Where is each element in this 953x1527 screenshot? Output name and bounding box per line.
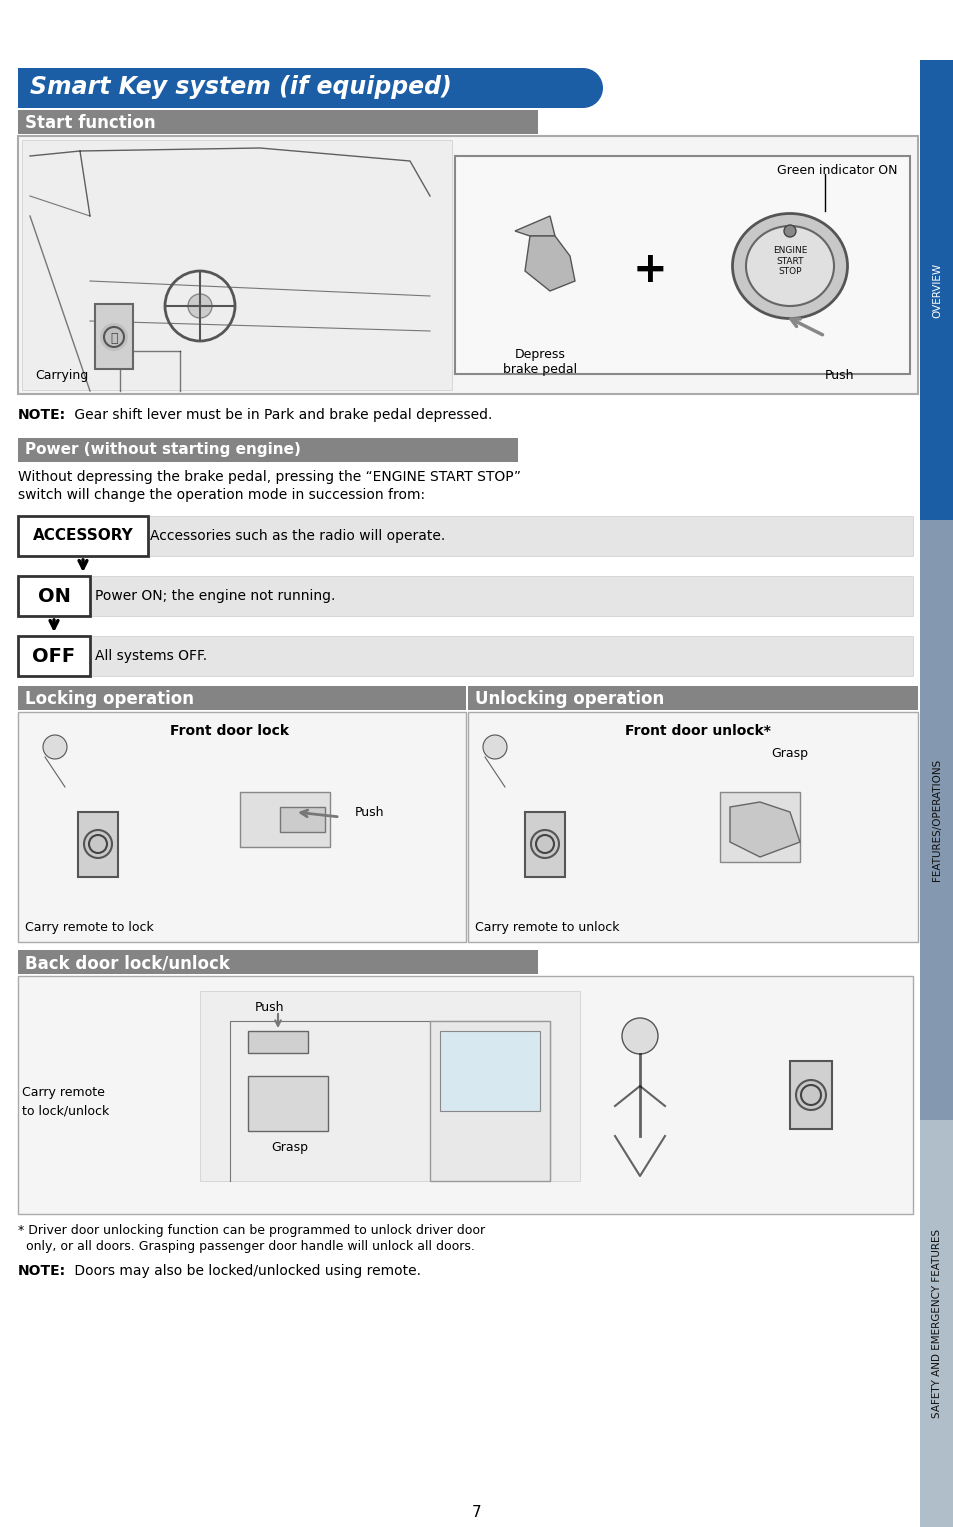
Circle shape	[531, 831, 558, 858]
Text: Green indicator ON: Green indicator ON	[777, 163, 897, 177]
Bar	[18, 976, 912, 1214]
Text: FEATURES/OPERATIONS: FEATURES/OPERATIONS	[931, 759, 941, 881]
Text: Doors may also be locked/unlocked using remote.: Doors may also be locked/unlocked using …	[70, 1264, 420, 1278]
Bar	[919, 521, 953, 1119]
Text: Back door lock/unlock: Back door lock/unlock	[25, 954, 230, 973]
Circle shape	[621, 1019, 658, 1054]
Text: Push: Push	[355, 806, 384, 818]
Bar	[455, 156, 909, 374]
Bar	[18, 637, 90, 676]
Text: Carry remote: Carry remote	[22, 1086, 105, 1099]
Text: Power (without starting engine): Power (without starting engine)	[25, 441, 300, 457]
Bar	[18, 516, 912, 556]
Text: * Driver door unlocking function can be programmed to unlock driver door: * Driver door unlocking function can be …	[18, 1225, 485, 1237]
Text: NOTE:: NOTE:	[18, 1264, 66, 1278]
Bar	[468, 686, 917, 710]
Text: Power ON; the engine not running.: Power ON; the engine not running.	[95, 589, 335, 603]
Circle shape	[482, 734, 506, 759]
Circle shape	[562, 69, 602, 108]
Ellipse shape	[732, 214, 846, 319]
Ellipse shape	[745, 226, 833, 305]
Text: Smart Key system (if equipped): Smart Key system (if equipped)	[30, 75, 452, 99]
Bar	[524, 812, 564, 876]
Bar	[18, 438, 517, 463]
Bar	[18, 110, 537, 134]
Text: Ⓣ: Ⓣ	[111, 333, 117, 345]
Circle shape	[795, 1080, 825, 1110]
Text: ACCESSORY: ACCESSORY	[32, 528, 133, 544]
Circle shape	[188, 295, 212, 318]
Text: Front door unlock*: Front door unlock*	[624, 724, 770, 738]
Text: Push: Push	[824, 370, 854, 382]
Text: Start function: Start function	[25, 115, 155, 131]
Text: OFF: OFF	[32, 646, 75, 666]
Bar	[95, 304, 132, 370]
Text: Carrying: Carrying	[35, 370, 89, 382]
Text: only, or all doors. Grasping passenger door handle will unlock all doors.: only, or all doors. Grasping passenger d…	[18, 1240, 475, 1254]
Bar	[22, 140, 452, 389]
Bar	[919, 1119, 953, 1527]
Bar	[18, 576, 90, 615]
Circle shape	[783, 224, 795, 237]
Text: Gear shift lever must be in Park and brake pedal depressed.: Gear shift lever must be in Park and bra…	[70, 408, 492, 421]
Circle shape	[84, 831, 112, 858]
Bar	[919, 60, 953, 521]
Text: All systems OFF.: All systems OFF.	[95, 649, 207, 663]
Text: NOTE:: NOTE:	[18, 408, 66, 421]
Bar	[248, 1077, 328, 1132]
Text: to lock/unlock: to lock/unlock	[22, 1104, 110, 1116]
Bar	[18, 136, 917, 394]
Text: Without depressing the brake pedal, pressing the “ENGINE START STOP”: Without depressing the brake pedal, pres…	[18, 470, 520, 484]
Bar	[78, 812, 118, 876]
Text: Front door lock: Front door lock	[171, 724, 289, 738]
Bar	[720, 793, 800, 863]
Bar	[240, 793, 330, 847]
Bar	[280, 806, 325, 832]
Bar	[200, 991, 579, 1180]
Bar	[789, 1061, 831, 1128]
Text: ON: ON	[37, 586, 71, 606]
Polygon shape	[524, 237, 575, 292]
Text: Grasp: Grasp	[272, 1141, 308, 1154]
Text: OVERVIEW: OVERVIEW	[931, 263, 941, 318]
Bar	[18, 69, 582, 108]
Text: switch will change the operation mode in succession from:: switch will change the operation mode in…	[18, 489, 425, 502]
Polygon shape	[515, 215, 555, 237]
Bar	[18, 686, 465, 710]
Bar	[18, 576, 912, 615]
Polygon shape	[729, 802, 800, 857]
Bar	[18, 712, 465, 942]
Circle shape	[43, 734, 67, 759]
Text: Push: Push	[255, 1002, 284, 1014]
Text: +: +	[632, 249, 667, 292]
Bar	[18, 637, 912, 676]
Text: Unlocking operation: Unlocking operation	[475, 690, 663, 709]
Text: Accessories such as the radio will operate.: Accessories such as the radio will opera…	[150, 528, 445, 544]
Bar	[430, 1022, 550, 1180]
Bar	[468, 712, 917, 942]
Text: ENGINE
START
STOP: ENGINE START STOP	[772, 246, 806, 276]
Bar	[439, 1031, 539, 1112]
Circle shape	[100, 324, 128, 351]
Text: Locking operation: Locking operation	[25, 690, 193, 709]
Bar	[18, 516, 148, 556]
Text: Depress
brake pedal: Depress brake pedal	[502, 348, 577, 376]
Text: Carry remote to unlock: Carry remote to unlock	[475, 921, 618, 935]
Text: 7: 7	[472, 1506, 481, 1519]
Bar	[248, 1031, 308, 1054]
Text: SAFETY AND EMERGENCY FEATURES: SAFETY AND EMERGENCY FEATURES	[931, 1228, 941, 1417]
Text: Grasp: Grasp	[771, 747, 807, 760]
Bar	[18, 950, 537, 974]
Text: Carry remote to lock: Carry remote to lock	[25, 921, 153, 935]
